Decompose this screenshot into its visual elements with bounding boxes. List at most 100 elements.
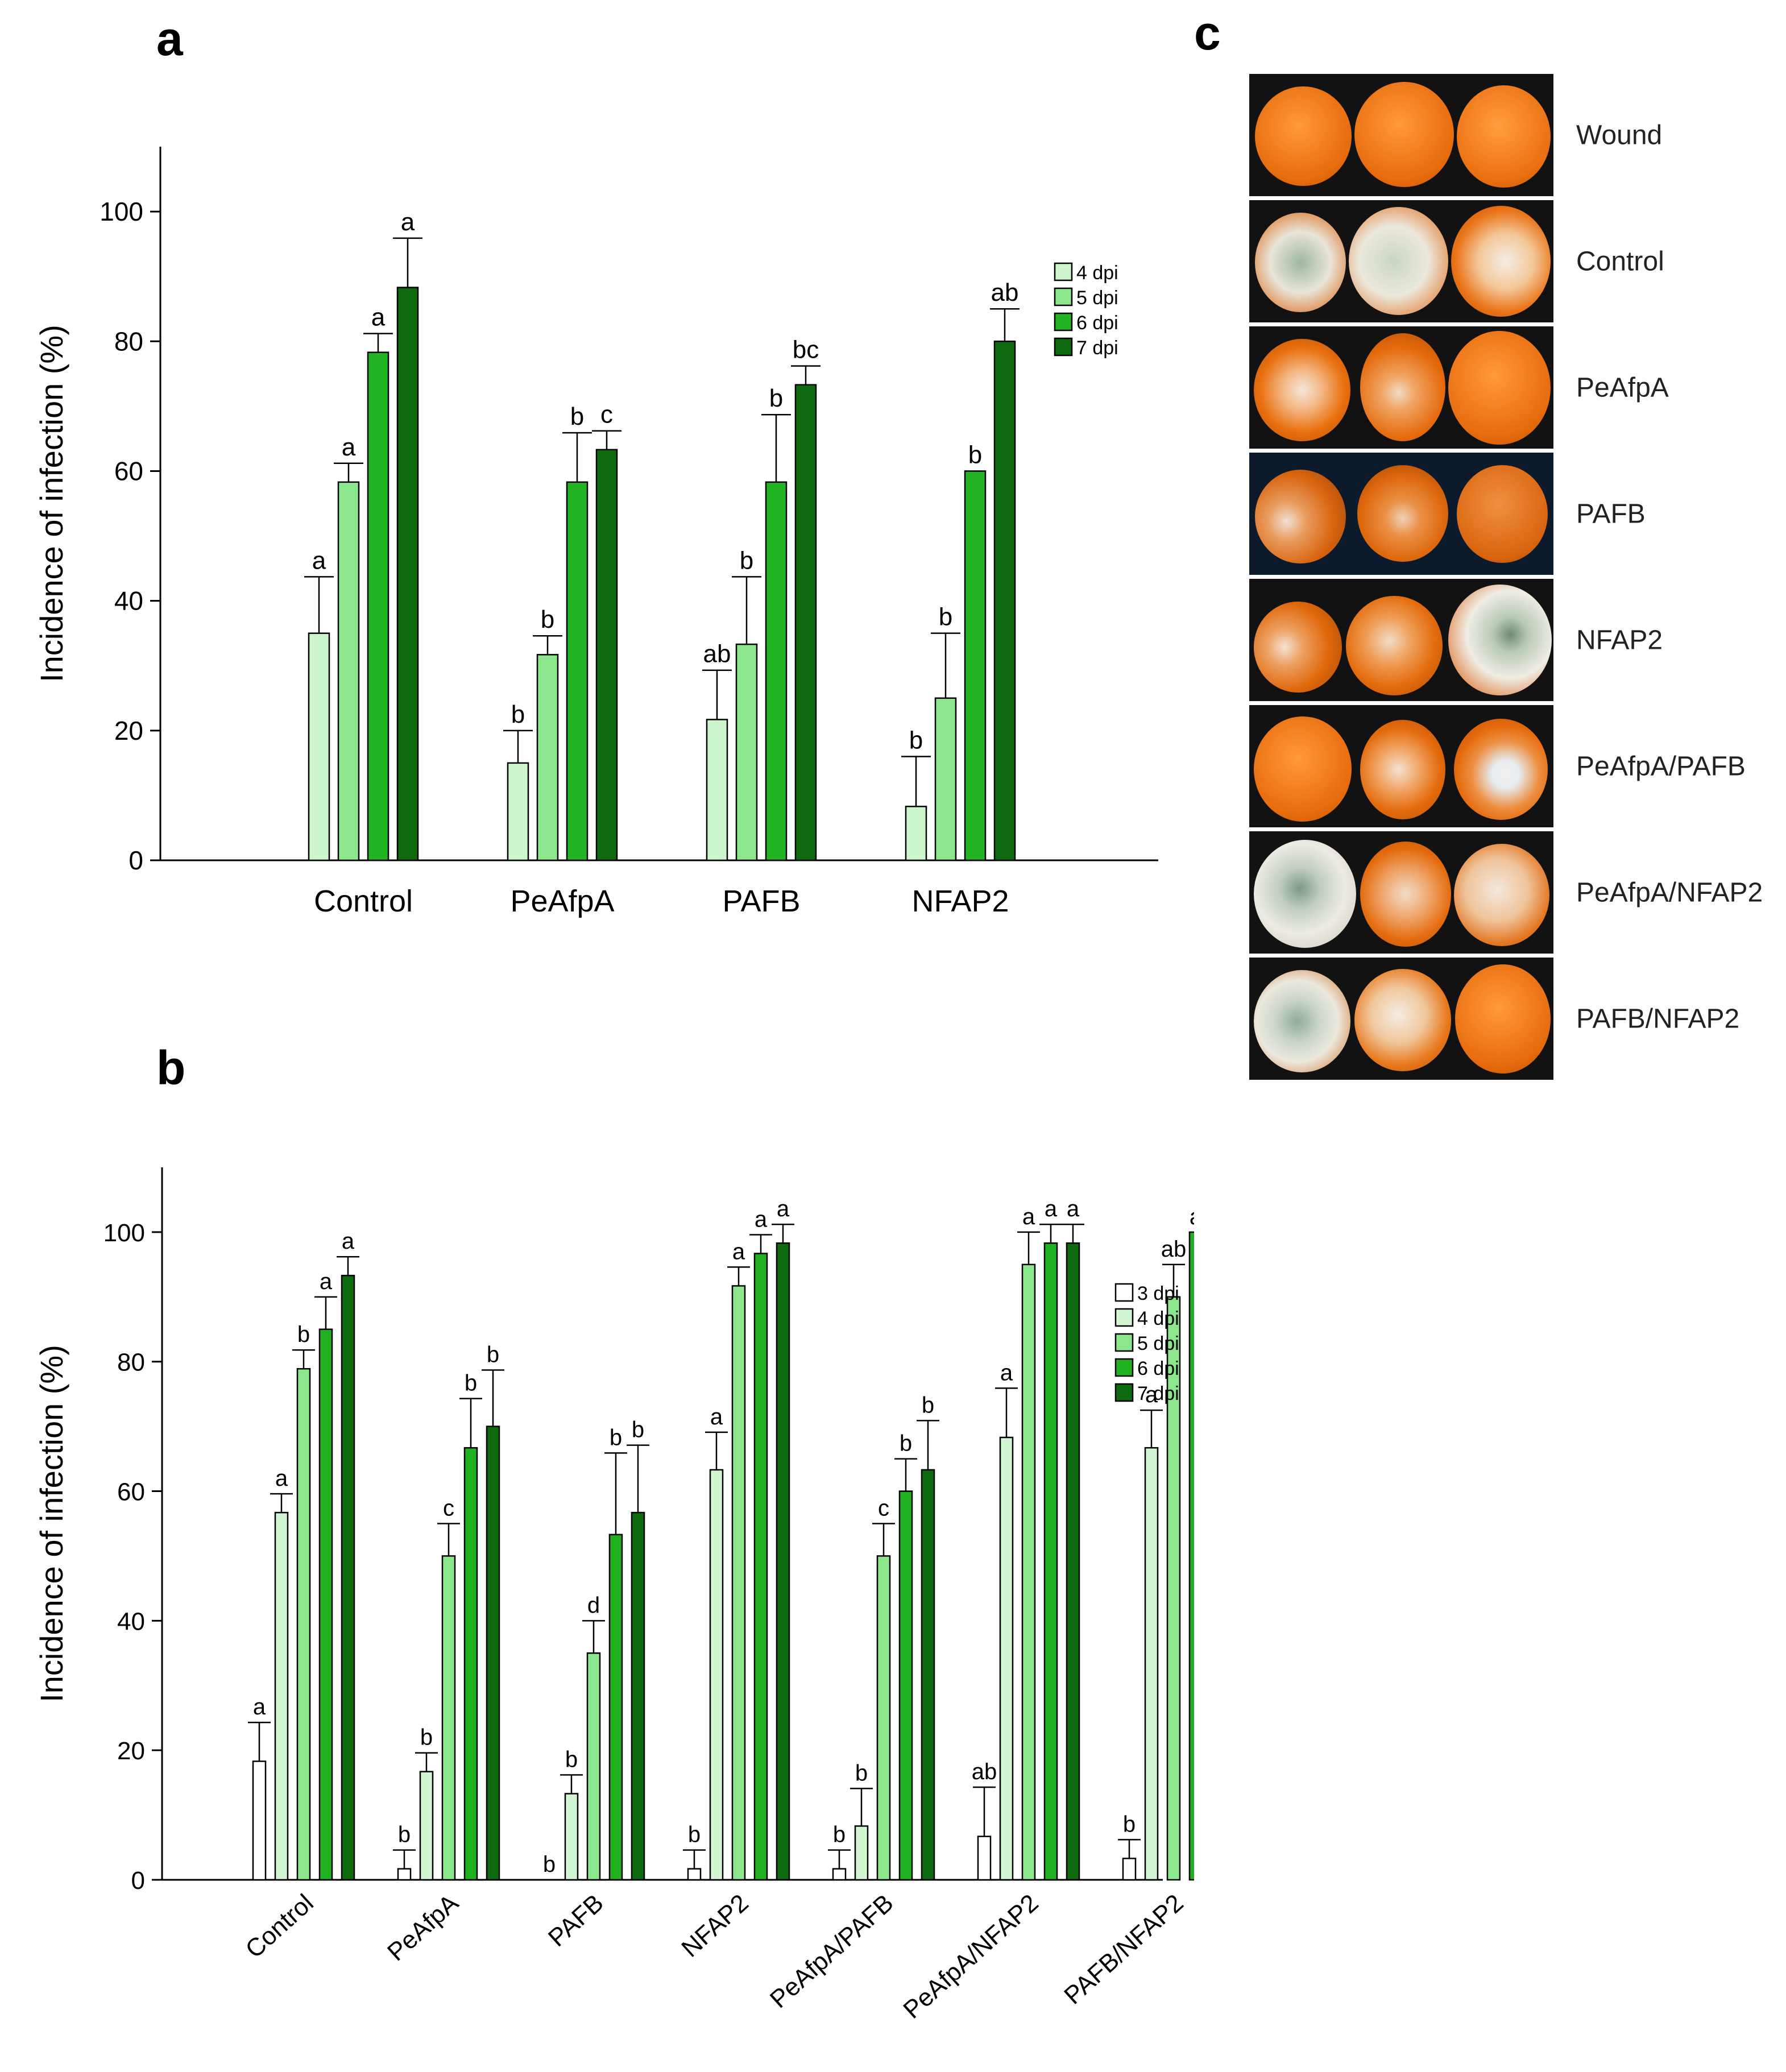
chart-b-significance-letter: a xyxy=(275,1466,288,1491)
chart-b-bar xyxy=(709,1469,724,1881)
chart-b-legend-label: 3 dpi xyxy=(1137,1283,1179,1304)
orange-fruit xyxy=(1254,970,1350,1072)
chart-b-bar xyxy=(977,1835,992,1881)
chart-b-bar xyxy=(608,1534,623,1881)
chart-b-y-tick-label: 20 xyxy=(117,1737,145,1765)
chart-a-legend-label: 7 dpi xyxy=(1076,337,1118,359)
chart-b-bar xyxy=(876,1555,891,1881)
orange-photo xyxy=(1249,831,1553,954)
photo-label: PAFB xyxy=(1576,499,1646,529)
chart-a-significance-letter: b xyxy=(740,546,753,574)
chart-a-bar xyxy=(337,481,360,861)
chart-a-legend-label: 6 dpi xyxy=(1076,312,1118,334)
chart-b-y-tick-label: 100 xyxy=(103,1219,145,1247)
chart-a-bar xyxy=(905,806,927,861)
chart-a-bar xyxy=(706,719,728,861)
chart-b-bar xyxy=(832,1868,847,1881)
chart-b-bar xyxy=(252,1760,267,1881)
photo-row-pafb-nfap2: PAFB/NFAP2 xyxy=(1249,958,1772,1080)
chart-a-bar xyxy=(735,643,758,861)
orange-fruit xyxy=(1349,207,1448,315)
orange-fruit xyxy=(1255,86,1352,186)
chart-a-significance-letter: ab xyxy=(991,279,1019,306)
chart-a-y-tick-label: 40 xyxy=(114,586,143,616)
chart-b-bar xyxy=(463,1447,478,1881)
orange-fruit xyxy=(1346,596,1443,695)
chart-b-bar xyxy=(731,1285,746,1881)
chart-a-bar xyxy=(934,697,957,861)
chart-b-category-label: NFAP2 xyxy=(676,1889,753,1963)
chart-a-category-label: Control xyxy=(314,884,413,918)
chart-b-significance-letter: a xyxy=(1067,1196,1080,1221)
chart-b-legend-swatch xyxy=(1114,1383,1134,1402)
chart-a-legend-swatch xyxy=(1054,262,1073,281)
chart-b-significance-letter: c xyxy=(443,1496,454,1521)
orange-photo xyxy=(1249,453,1553,575)
chart-a-y-axis-label: Incidence of infection (%) xyxy=(34,325,69,682)
chart-b-bar xyxy=(318,1328,333,1881)
chart-b-significance-letter: a xyxy=(1045,1196,1058,1221)
chart-b-significance-letter: a xyxy=(253,1694,266,1719)
chart-b-significance-letter: c xyxy=(878,1496,889,1521)
photo-row-nfap2: NFAP2 xyxy=(1249,579,1772,701)
orange-photo xyxy=(1249,705,1553,827)
chart-b-significance-letter: a xyxy=(1022,1204,1035,1229)
chart-b-bar xyxy=(296,1368,311,1881)
chart-a-bar xyxy=(765,481,788,861)
chart-b-legend-label: 4 dpi xyxy=(1137,1308,1179,1329)
orange-photo xyxy=(1249,958,1553,1080)
chart-b-significance-letter: a xyxy=(1000,1360,1013,1385)
chart-a-significance-letter: a xyxy=(401,208,415,236)
photo-row-peafpa: PeAfpA xyxy=(1249,326,1772,449)
chart-b-bar xyxy=(631,1511,645,1881)
chart-b-significance-letter: a xyxy=(732,1239,745,1264)
chart-a-bar xyxy=(396,287,419,861)
chart-b-legend-swatch xyxy=(1114,1283,1134,1302)
chart-b-bar xyxy=(274,1511,289,1881)
chart-a-significance-letter: b xyxy=(909,726,923,754)
photo-row-peafpa-nfap2: PeAfpA/NFAP2 xyxy=(1249,831,1772,954)
chart-b-significance-letter: b xyxy=(420,1725,433,1750)
chart-b-significance-letter: a xyxy=(342,1229,355,1254)
chart-a-significance-letter: bc xyxy=(793,336,819,364)
chart-b-bar xyxy=(564,1793,579,1881)
orange-fruit xyxy=(1254,716,1352,822)
chart-b-significance-letter: b xyxy=(487,1342,499,1367)
chart-b-bar xyxy=(441,1555,456,1881)
orange-fruit xyxy=(1360,842,1451,947)
chart-a-bar xyxy=(507,762,529,861)
chart-b-bar xyxy=(586,1652,601,1881)
chart-b-bar xyxy=(1043,1242,1058,1881)
chart-b-significance-letter: b xyxy=(543,1852,556,1877)
chart-a-bar xyxy=(536,654,559,861)
orange-fruit xyxy=(1454,844,1549,946)
chart-b-legend-swatch xyxy=(1114,1358,1134,1377)
orange-fruit xyxy=(1255,213,1346,312)
chart-b-y-tick-label: 60 xyxy=(117,1478,145,1506)
chart-a-bar xyxy=(993,341,1016,861)
chart-b-y-axis-label: Incidence of infection (%) xyxy=(34,1345,69,1702)
chart-b-bar xyxy=(1066,1242,1080,1881)
orange-fruit xyxy=(1457,465,1548,563)
chart-a-significance-letter: b xyxy=(968,441,982,469)
orange-fruit xyxy=(1451,206,1551,317)
chart-b-bar xyxy=(753,1253,768,1881)
chart-b-significance-letter: b xyxy=(833,1822,846,1847)
chart-b-bar xyxy=(999,1436,1014,1881)
chart-b-y-tick-label: 0 xyxy=(131,1867,145,1895)
chart-a: 0 20 40 60 80 100 Incidence of infection (%) a a… xyxy=(34,147,1158,918)
chart-b-legend-swatch xyxy=(1114,1308,1134,1327)
chart-b-bar xyxy=(1144,1447,1159,1881)
photo-label: PeAfpA/NFAP2 xyxy=(1576,877,1763,907)
chart-b-legend-label: 7 dpi xyxy=(1137,1383,1179,1404)
chart-a-bar xyxy=(964,470,987,861)
chart-b-bar xyxy=(921,1469,935,1881)
chart-b-significance-letter: b xyxy=(922,1393,934,1418)
photo-label: NFAP2 xyxy=(1576,625,1663,655)
photo-row-peafpa-pafb: PeAfpA/PAFB xyxy=(1249,705,1772,827)
chart-a-bar xyxy=(595,449,618,861)
chart-b-bar xyxy=(486,1425,500,1881)
chart-b-y-tick-label: 80 xyxy=(117,1349,145,1377)
chart-b-category-label: Control xyxy=(240,1889,318,1963)
chart-b-legend-swatch xyxy=(1114,1333,1134,1352)
